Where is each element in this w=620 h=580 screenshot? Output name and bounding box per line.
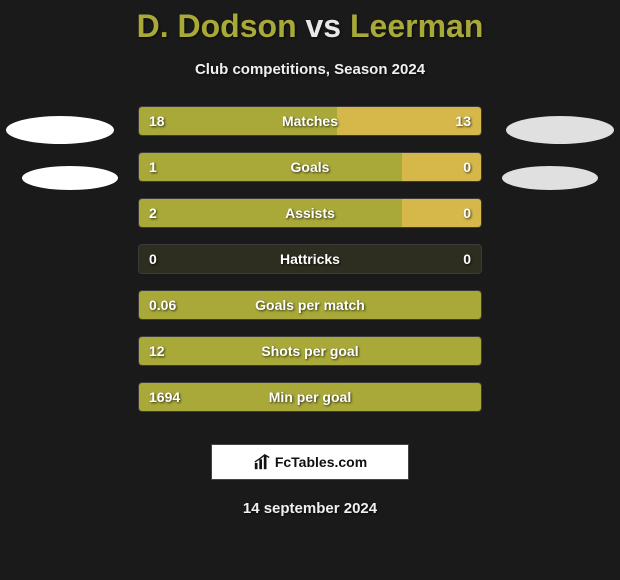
bar-chart-icon [253, 453, 271, 471]
stat-label: Shots per goal [139, 343, 481, 359]
stat-row: 10Goals [138, 152, 482, 182]
comparison-chart: 1813Matches 10Goals 20Assists 00Hattricks 0.… [0, 106, 620, 426]
watermark-text: FcTables.com [275, 454, 367, 470]
player2-logo-placeholder [502, 166, 598, 190]
stat-label: Goals per match [139, 297, 481, 313]
player1-photo-placeholder [6, 116, 114, 144]
stat-label: Assists [139, 205, 481, 221]
comparison-title: D. Dodson vs Leerman [0, 0, 620, 45]
stat-row: 1694Min per goal [138, 382, 482, 412]
date-label: 14 september 2024 [0, 500, 620, 517]
stat-row: 20Assists [138, 198, 482, 228]
subtitle: Club competitions, Season 2024 [0, 61, 620, 78]
stat-row: 1813Matches [138, 106, 482, 136]
watermark: FcTables.com [211, 444, 409, 480]
stat-label: Matches [139, 113, 481, 129]
player2-photo-placeholder [506, 116, 614, 144]
stat-label: Hattricks [139, 251, 481, 267]
stat-bars: 1813Matches 10Goals 20Assists 00Hattricks 0.… [138, 106, 482, 428]
stat-row: 12Shots per goal [138, 336, 482, 366]
player1-logo-placeholder [22, 166, 118, 190]
stat-label: Min per goal [139, 389, 481, 405]
player2-name: Leerman [350, 8, 483, 44]
stat-label: Goals [139, 159, 481, 175]
player1-name: D. Dodson [137, 8, 297, 44]
stat-row: 0.06Goals per match [138, 290, 482, 320]
vs-label: vs [306, 8, 342, 44]
stat-row: 00Hattricks [138, 244, 482, 274]
